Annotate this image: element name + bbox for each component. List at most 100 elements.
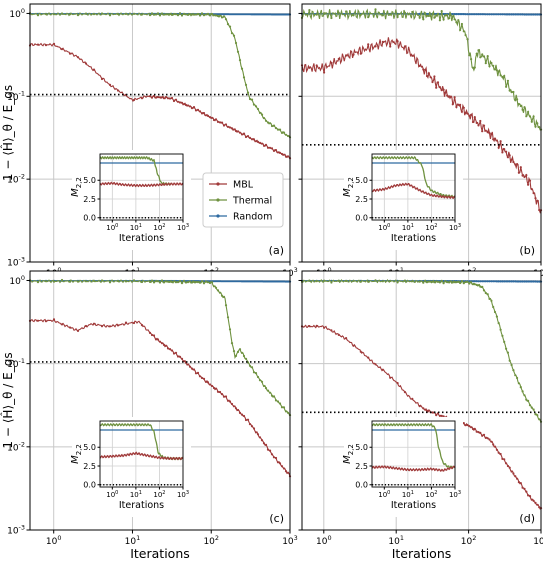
data-point: [523, 394, 526, 397]
data-point: [160, 279, 164, 282]
data-point: [337, 57, 340, 61]
data-point: [262, 384, 266, 388]
data-point: [538, 280, 541, 283]
data-point: [160, 12, 164, 15]
data-point: [488, 438, 491, 441]
data-point: [164, 96, 168, 99]
data-point: [198, 110, 202, 113]
data-point: [495, 69, 498, 72]
data-point: [352, 14, 355, 17]
data-point: [516, 376, 519, 380]
data-point: [274, 280, 278, 283]
data-point: [389, 45, 392, 48]
data-point: [438, 19, 441, 22]
data-point: [374, 363, 377, 366]
data-point: [284, 280, 288, 283]
data-point: [168, 97, 172, 100]
data-point: [460, 280, 463, 283]
data-point: [488, 13, 491, 16]
data-point: [530, 188, 533, 191]
y-axis-label: 1 − ⟨Ĥ⟩_θ / E_gs: [0, 85, 15, 181]
data-point: [525, 115, 528, 118]
data-point: [248, 136, 252, 139]
x-axis-label: Iterations: [130, 546, 190, 561]
data-point: [158, 96, 162, 99]
data-point: [216, 280, 220, 283]
data-point: [280, 280, 284, 283]
data-point: [234, 129, 238, 133]
data-point: [459, 13, 462, 16]
data-point: [436, 12, 440, 15]
data-point: [194, 109, 198, 112]
data-point: [493, 445, 497, 448]
data-point: [471, 13, 475, 16]
data-point: [100, 279, 104, 282]
data-point: [528, 280, 532, 283]
data-point: [170, 96, 174, 100]
inset-y-tick-label: 2.5: [355, 195, 368, 204]
data-point: [252, 427, 256, 430]
data-point: [232, 405, 236, 408]
data-point: [222, 295, 226, 298]
data-point: [534, 280, 537, 283]
data-point: [154, 96, 158, 99]
data-point: [455, 13, 458, 16]
data-point: [508, 466, 511, 469]
data-point: [449, 95, 452, 98]
data-point: [178, 355, 182, 358]
data-point: [505, 13, 508, 16]
data-point: [466, 112, 469, 115]
data-point: [234, 13, 238, 16]
data-point: [521, 13, 524, 16]
data-point: [527, 280, 530, 283]
data-point: [242, 354, 246, 358]
data-point: [475, 280, 478, 283]
inset-series-thermal: [371, 155, 456, 198]
data-point: [272, 456, 276, 459]
data-point: [512, 472, 515, 475]
data-point: [162, 343, 166, 346]
data-point: [477, 280, 480, 283]
data-point: [240, 13, 244, 16]
data-point: [272, 13, 276, 16]
data-point: [92, 279, 96, 282]
data-point: [132, 12, 136, 15]
data-point: [52, 13, 56, 16]
data-point: [232, 13, 236, 16]
data-point: [514, 13, 517, 16]
data-point: [449, 14, 452, 17]
panel-d: 100 101 102 103 (d) 100 101 102 103 0.0 2.5 5.0 Iter…: [298, 270, 543, 561]
data-point: [497, 13, 500, 16]
data-point: [435, 414, 438, 417]
data-point: [184, 281, 188, 284]
data-point: [270, 124, 274, 128]
data-point: [521, 390, 524, 393]
data-point: [479, 431, 482, 434]
data-point: [206, 12, 210, 15]
data-point: [210, 384, 214, 388]
data-point: [252, 103, 256, 106]
data-point: [258, 111, 262, 114]
data-point: [178, 12, 182, 15]
series-line-thermal: [301, 278, 542, 423]
data-point: [510, 280, 513, 283]
data-point: [168, 348, 172, 351]
data-point: [505, 280, 508, 283]
data-point: [84, 324, 88, 328]
data-point: [435, 86, 438, 89]
data-point: [492, 64, 495, 67]
data-point: [252, 138, 256, 141]
data-point: [516, 98, 519, 101]
data-point: [532, 280, 535, 283]
data-point: [278, 151, 282, 154]
data-point: [446, 13, 449, 16]
data-point: [212, 386, 216, 390]
data-point: [218, 13, 222, 16]
data-point: [234, 41, 238, 45]
data-point: [244, 357, 248, 360]
data-point: [68, 52, 72, 55]
data-point: [514, 163, 517, 166]
data-point: [194, 372, 198, 375]
data-point: [488, 297, 491, 300]
